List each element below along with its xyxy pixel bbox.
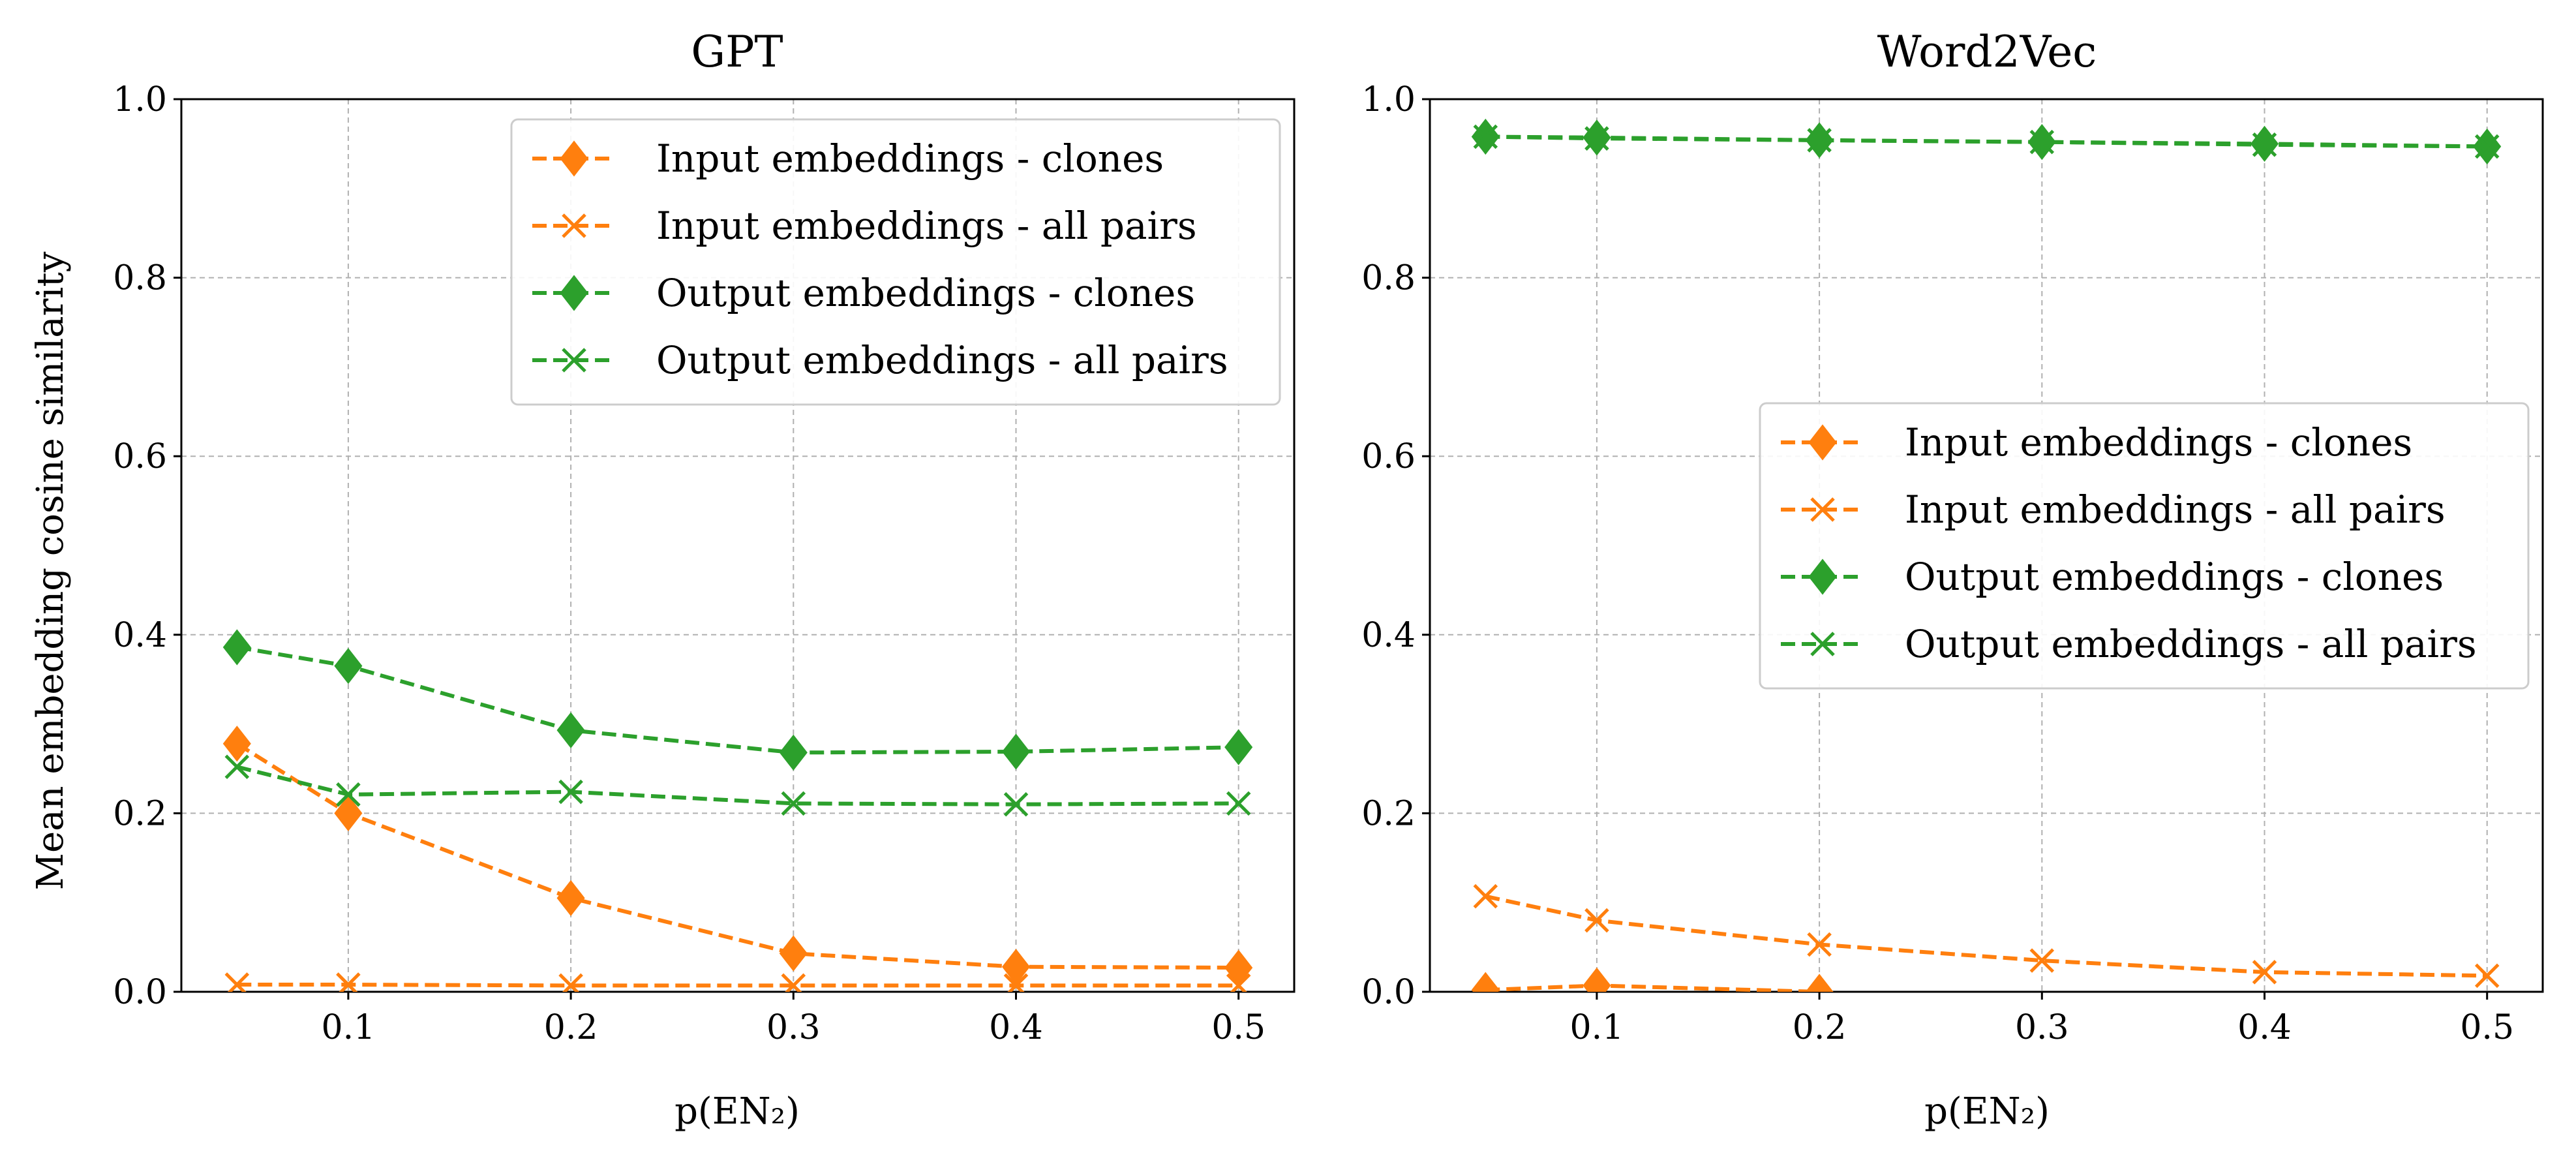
- word2vec-series-input-embeddings-all-pairs-point: [1584, 908, 1609, 933]
- gpt-legend-input-embeddings-all-pairs-marker: [562, 213, 586, 238]
- gpt-legend-input-embeddings-all-pairs-label: Input embeddings - all pairs: [656, 204, 1197, 248]
- word2vec-series-output-embeddings-all-pairs-point: [2252, 132, 2277, 157]
- gpt-legend-output-embeddings-clones-label: Output embeddings - clones: [656, 271, 1195, 315]
- word2vec-legend-input-embeddings-all-pairs-label: Input embeddings - all pairs: [1905, 487, 2446, 532]
- gpt-series-input-embeddings-all-pairs-point: [224, 972, 250, 992]
- word2vec-series-input-embeddings-all-pairs-point: [2474, 963, 2500, 989]
- gpt-y-tick-label: 0.4: [113, 616, 167, 655]
- word2vec-series-input-embeddings-all-pairs-point: [1473, 883, 1498, 909]
- word2vec-x-tick-label: 0.4: [2237, 1008, 2292, 1047]
- gpt-x-tick-label: 0.3: [766, 1008, 821, 1047]
- word2vec-title: Word2Vec: [1877, 27, 2097, 77]
- word2vec-legend-box: [1759, 402, 2530, 690]
- word2vec-legend: Input embeddings - clones Input embedding…: [1759, 402, 2530, 690]
- word2vec-series-input-embeddings-all-pairs-point: [2252, 960, 2277, 985]
- gpt-y-tick-label: 0.8: [113, 259, 167, 298]
- word2vec-y-tick-label: 0.8: [1361, 259, 1416, 298]
- gpt-series-output-embeddings-clones-line: [236, 645, 1239, 755]
- gpt-series-output-embeddings-all-pairs-line: [236, 765, 1239, 806]
- word2vec-plot-area: [1471, 118, 2502, 992]
- gpt-series-output-embeddings-clones-point: [556, 712, 585, 748]
- gpt-series-output-embeddings-clones-point: [779, 734, 808, 771]
- gpt-series-input-embeddings-clones-point: [556, 880, 585, 916]
- gpt-x-axis-label: p(EN₂): [674, 1090, 800, 1133]
- gpt-legend-output-embeddings-clones-marker: [560, 275, 588, 311]
- word2vec-series-input-embeddings-all-pairs-point: [1807, 932, 1832, 957]
- gpt-series-output-embeddings-all-pairs-point: [781, 791, 806, 816]
- word2vec-legend-input-embeddings-all-pairs-marker: [1810, 497, 1835, 522]
- gpt-legend-input-embeddings-clones-marker: [560, 140, 588, 177]
- gpt-y-tick-label: 1.0: [113, 80, 167, 119]
- word2vec-x-tick-label: 0.5: [2460, 1008, 2514, 1047]
- gpt-series-input-embeddings-clones-point: [1001, 949, 1031, 985]
- word2vec-series-input-embeddings-clones-point: [1805, 974, 1834, 992]
- gpt-series-input-embeddings-all-pairs-point: [558, 973, 583, 992]
- gpt-series-input-embeddings-clones-point: [334, 795, 363, 832]
- word2vec-x-axis-label: p(EN₂): [1924, 1090, 2050, 1133]
- gpt-legend-output-embeddings-all-pairs-marker: [562, 348, 586, 373]
- gpt-axes-frame: [180, 98, 1296, 993]
- word2vec-series-output-embeddings-all-pairs-point: [1807, 128, 1832, 153]
- gpt-series-output-embeddings-clones-point: [222, 629, 251, 666]
- gpt-series-output-embeddings-all-pairs-point: [336, 782, 361, 807]
- word2vec-series-input-embeddings-all-pairs-line: [1485, 894, 2487, 978]
- gpt-plot-area: [222, 629, 1253, 992]
- gpt-x-tick-label: 0.4: [989, 1008, 1043, 1047]
- word2vec-legend-output-embeddings-all-pairs-label: Output embeddings - all pairs: [1905, 622, 2477, 666]
- gpt-series-output-embeddings-all-pairs-point: [1226, 791, 1251, 816]
- gpt-series-input-embeddings-clones-line: [235, 742, 1239, 970]
- gpt-y-tick-label: 0.6: [113, 437, 167, 476]
- word2vec-x-tick-label: 0.1: [1570, 1008, 1624, 1047]
- word2vec-y-tick-label: 0.4: [1361, 616, 1416, 655]
- gpt-series-output-embeddings-clones-point: [1224, 729, 1253, 765]
- gpt-x-tick-label: 0.1: [322, 1008, 376, 1047]
- gpt-series-input-embeddings-clones-point: [222, 726, 251, 762]
- gpt-series-output-embeddings-all-pairs-point: [224, 754, 250, 780]
- word2vec-series-input-embeddings-clones-point: [1471, 972, 1500, 992]
- word2vec-legend-input-embeddings-clones-label: Input embeddings - clones: [1905, 420, 2412, 465]
- gpt-series-input-embeddings-all-pairs-point: [1226, 973, 1251, 992]
- word2vec-series-output-embeddings-all-pairs-point: [2029, 129, 2055, 155]
- gpt-y-tick-label: 0.0: [113, 973, 167, 1012]
- gpt-x-tick-label: 0.5: [1211, 1008, 1265, 1047]
- gpt-series-input-embeddings-clones-point: [1224, 949, 1253, 986]
- gpt-series-output-embeddings-clones-point: [1001, 733, 1031, 770]
- gpt-x-tick-label: 0.2: [544, 1008, 598, 1047]
- word2vec-y-tick-label: 0.2: [1361, 794, 1416, 833]
- word2vec-series-output-embeddings-all-pairs-point: [2474, 134, 2500, 159]
- gpt-legend: Input embeddings - clones Input embedding…: [510, 118, 1281, 406]
- word2vec-y-tick-label: 0.6: [1361, 437, 1416, 476]
- gpt-series-input-embeddings-clones-point: [779, 935, 808, 972]
- word2vec-series-output-embeddings-all-pairs-point: [1473, 124, 1498, 149]
- word2vec-series-input-embeddings-clones-point: [1583, 967, 1611, 992]
- gpt-title: GPT: [691, 27, 783, 77]
- word2vec-legend-output-embeddings-clones-label: Output embeddings - clones: [1905, 555, 2444, 599]
- word2vec-y-tick-label: 0.0: [1361, 973, 1416, 1012]
- word2vec-x-tick-label: 0.2: [1793, 1008, 1847, 1047]
- word2vec-y-tick-label: 1.0: [1361, 80, 1416, 119]
- word2vec-panel: Word2Vec p(EN₂) 0.1 0.2 0.3 0.4 0.5 0.0 0.2 0.4…: [1361, 27, 2544, 1133]
- gpt-legend-box: [510, 118, 1281, 406]
- word2vec-series-output-embeddings-all-pairs-line: [1485, 134, 2487, 149]
- y-axis-label: Mean embedding cosine similarity: [29, 251, 72, 890]
- gpt-legend-input-embeddings-clones-label: Input embeddings - clones: [656, 136, 1164, 181]
- gpt-series-input-embeddings-all-pairs-point: [336, 972, 361, 992]
- word2vec-axes-frame: [1429, 98, 2544, 993]
- word2vec-series-output-embeddings-all-pairs-point: [1584, 126, 1609, 151]
- gpt-y-tick-label: 0.2: [113, 794, 167, 833]
- gpt-legend-output-embeddings-all-pairs-label: Output embeddings - all pairs: [656, 338, 1228, 382]
- gpt-series-output-embeddings-all-pairs-point: [1003, 791, 1029, 817]
- word2vec-legend-input-embeddings-clones-marker: [1808, 424, 1837, 461]
- gpt-series-output-embeddings-all-pairs-point: [558, 779, 583, 805]
- gpt-series-input-embeddings-all-pairs-point: [1003, 973, 1029, 992]
- word2vec-legend-output-embeddings-all-pairs-marker: [1810, 632, 1835, 656]
- gpt-series-output-embeddings-clones-point: [334, 648, 363, 684]
- gpt-series-input-embeddings-all-pairs-point: [781, 973, 806, 992]
- word2vec-legend-output-embeddings-clones-marker: [1808, 559, 1837, 595]
- gpt-panel: GPT Mean embedding cosine similarity p(E…: [29, 27, 1296, 1133]
- word2vec-series-input-embeddings-all-pairs-point: [2029, 948, 2055, 973]
- word2vec-x-tick-label: 0.3: [2015, 1008, 2069, 1047]
